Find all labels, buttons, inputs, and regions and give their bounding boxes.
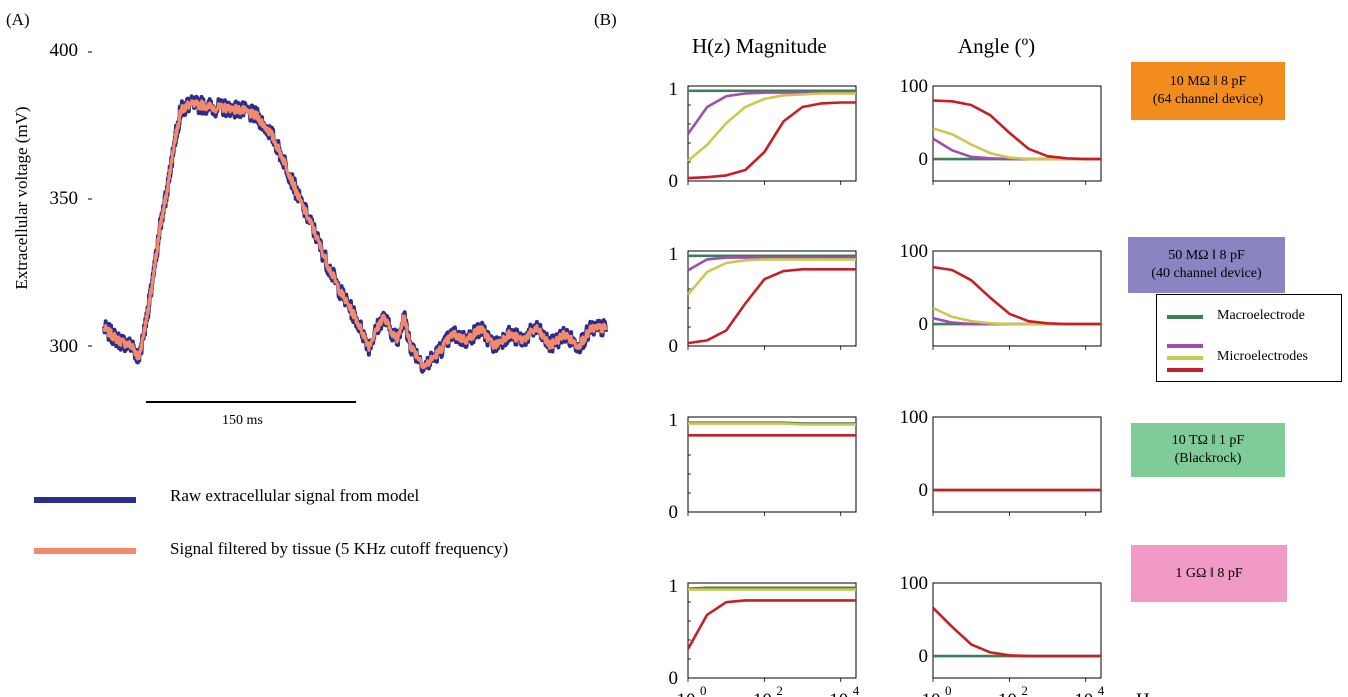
mag-ytick-1-row2: 1 bbox=[669, 244, 679, 265]
mag-axes-box-4 bbox=[687, 582, 857, 679]
mag-ytick-1-row4: 1 bbox=[669, 576, 679, 597]
mag-ytick-0-row3: 0 bbox=[669, 502, 679, 523]
mag-axes-box-3 bbox=[687, 416, 857, 513]
angle-xtick-label-4: 10 bbox=[1074, 690, 1093, 697]
mag-xtick-label-2: 10 bbox=[753, 690, 772, 697]
angle-xtick-label-2: 10 bbox=[998, 690, 1017, 697]
angle-ytick-100-row2: 100 bbox=[900, 241, 929, 262]
panel-a-plot: Extracellular voltage (mV) bbox=[12, 51, 608, 403]
angle-series-red-row2 bbox=[932, 265, 1101, 326]
mag-series-yellow-row3 bbox=[688, 422, 856, 426]
mag-series-macro-row4 bbox=[687, 586, 856, 590]
mag-ytick-0-row2: 0 bbox=[669, 336, 679, 357]
angle-ytick-0-row3: 0 bbox=[919, 480, 929, 501]
angle-ytick-0-row1: 0 bbox=[919, 149, 929, 170]
angle-ytick-100-row3: 100 bbox=[900, 407, 929, 428]
angle-axes-box-4 bbox=[932, 582, 1102, 679]
x-unit-label: Hz bbox=[1136, 690, 1158, 697]
angle-axes-box-3 bbox=[932, 416, 1102, 513]
angle-ytick-100-row1: 100 bbox=[900, 76, 929, 97]
mag-series-purple-row2 bbox=[687, 256, 856, 272]
angle-series-yellow-row1 bbox=[932, 127, 1101, 161]
angle-series-red-row1 bbox=[932, 99, 1101, 161]
angle-ytick-0-row2: 0 bbox=[919, 314, 929, 335]
mag-xtick-label-4: 10 bbox=[829, 690, 848, 697]
y-axis-label: Extracellular voltage (mV) bbox=[12, 106, 31, 289]
angle-axes-box-1 bbox=[932, 85, 1102, 182]
mag-axes-box-2 bbox=[687, 250, 857, 347]
mag-xtick-label-0: 10 bbox=[677, 690, 696, 697]
mag-xtick-exp-2: 2 bbox=[776, 683, 783, 697]
mag-series-yellow-row1 bbox=[687, 92, 856, 162]
panel-b-plots: 1010001010001010001010001001001021021041… bbox=[669, 76, 1159, 697]
mag-xtick-exp-4: 4 bbox=[853, 683, 860, 697]
angle-xtick-label-0: 10 bbox=[922, 690, 941, 697]
mag-xtick-exp-0: 0 bbox=[700, 683, 707, 697]
mag-axes-box-1 bbox=[687, 85, 857, 182]
mag-ytick-0-row1: 0 bbox=[669, 171, 679, 192]
mag-series-red-row2 bbox=[687, 268, 856, 345]
angle-axes-box-2 bbox=[932, 250, 1102, 347]
mag-ytick-1-row3: 1 bbox=[669, 410, 679, 431]
mag-ytick-1-row1: 1 bbox=[669, 79, 679, 100]
mag-ytick-0-row4: 0 bbox=[669, 668, 679, 689]
angle-series-red-row4 bbox=[932, 606, 1101, 658]
angle-ytick-100-row4: 100 bbox=[900, 573, 929, 594]
mag-series-purple-row1 bbox=[686, 91, 856, 135]
mag-series-red-row1 bbox=[687, 101, 856, 180]
angle-ytick-0-row4: 0 bbox=[919, 646, 929, 667]
angle-xtick-exp-4: 4 bbox=[1098, 683, 1105, 697]
angle-xtick-exp-2: 2 bbox=[1021, 683, 1028, 697]
series-filtered-signal bbox=[102, 99, 608, 370]
mag-series-yellow-row2 bbox=[687, 258, 856, 296]
angle-series-purple-row1 bbox=[932, 137, 1101, 161]
angle-xtick-exp-0: 0 bbox=[945, 683, 952, 697]
mag-series-red-row4 bbox=[686, 599, 856, 650]
